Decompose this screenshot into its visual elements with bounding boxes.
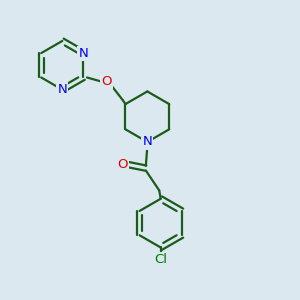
Text: Cl: Cl [154,254,167,266]
Text: N: N [57,83,67,96]
Text: N: N [79,46,88,60]
Text: N: N [142,136,152,148]
Text: O: O [101,75,112,88]
Text: O: O [118,158,128,171]
